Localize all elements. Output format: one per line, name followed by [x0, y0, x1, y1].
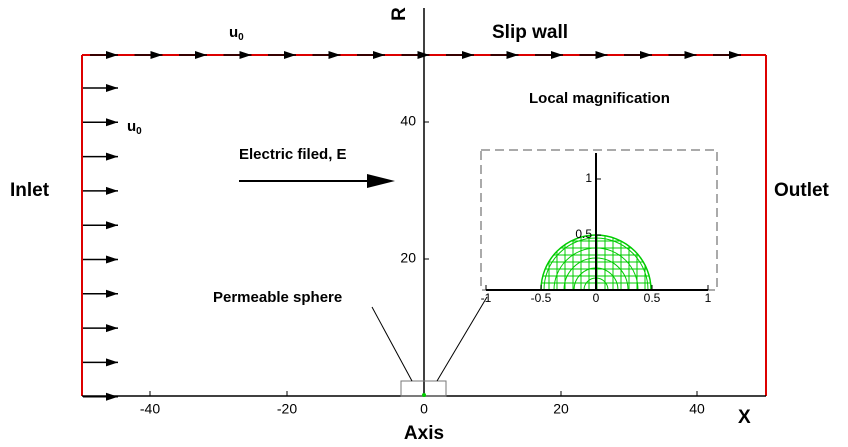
x-tick-label: -20	[277, 401, 297, 417]
x-axis-label: X	[738, 407, 751, 428]
flow-arrowhead	[106, 153, 118, 161]
page: {"labels": {"inlet": "Inlet", "outlet": …	[0, 0, 848, 447]
x-tick-label: -40	[140, 401, 160, 417]
r-axis-label: R	[389, 7, 410, 21]
domain-diagram: -40 -20 0 20 40 20 40 Inlet Outlet Slip …	[0, 0, 848, 447]
velocity-label: u0	[127, 118, 142, 137]
flow-arrowhead	[106, 324, 118, 332]
flow-arrowhead	[106, 221, 118, 229]
flow-arrowhead	[106, 256, 118, 264]
inset-x-tick-label: 0.5	[644, 291, 661, 305]
velocity-label: u0	[229, 24, 244, 43]
local-magnification-label: Local magnification	[529, 90, 670, 107]
velocity-subscript: 0	[238, 32, 244, 43]
sphere-label: Permeable sphere	[213, 289, 342, 306]
velocity-subscript: 0	[136, 126, 142, 137]
flow-arrowhead	[106, 358, 118, 366]
flow-arrowhead	[106, 118, 118, 126]
slip-wall-label: Slip wall	[492, 22, 568, 43]
inset-x-tick-label: -1	[481, 291, 492, 305]
r-tick-label: 40	[400, 113, 416, 129]
flow-arrows	[83, 84, 118, 401]
field-arrowhead	[367, 174, 395, 188]
velocity-symbol: u	[127, 118, 136, 135]
inset-x-tick-label: -0.5	[531, 291, 552, 305]
sphere-marker	[422, 393, 426, 397]
velocity-symbol: u	[229, 24, 238, 41]
inset-x-tick-label: 0	[593, 291, 600, 305]
flow-arrowhead	[106, 187, 118, 195]
leader-line	[372, 307, 412, 381]
r-tick-label: 20	[400, 250, 416, 266]
top-arrows	[90, 51, 741, 59]
leader-line	[437, 297, 487, 381]
electric-field-label: Electric filed, E	[239, 146, 347, 163]
inlet-label: Inlet	[10, 180, 50, 201]
outlet-label: Outlet	[774, 180, 830, 201]
flow-arrowhead	[106, 84, 118, 92]
x-tick-label: 0	[420, 401, 428, 417]
x-tick-label: 40	[689, 401, 705, 417]
x-tick-label: 20	[553, 401, 569, 417]
flow-arrowhead	[106, 290, 118, 298]
inset-r-tick-label: 0.5	[575, 227, 592, 241]
inset-x-tick-label: 1	[705, 291, 712, 305]
axis-label: Axis	[404, 423, 444, 444]
inset-r-tick-label: 1	[585, 171, 592, 185]
